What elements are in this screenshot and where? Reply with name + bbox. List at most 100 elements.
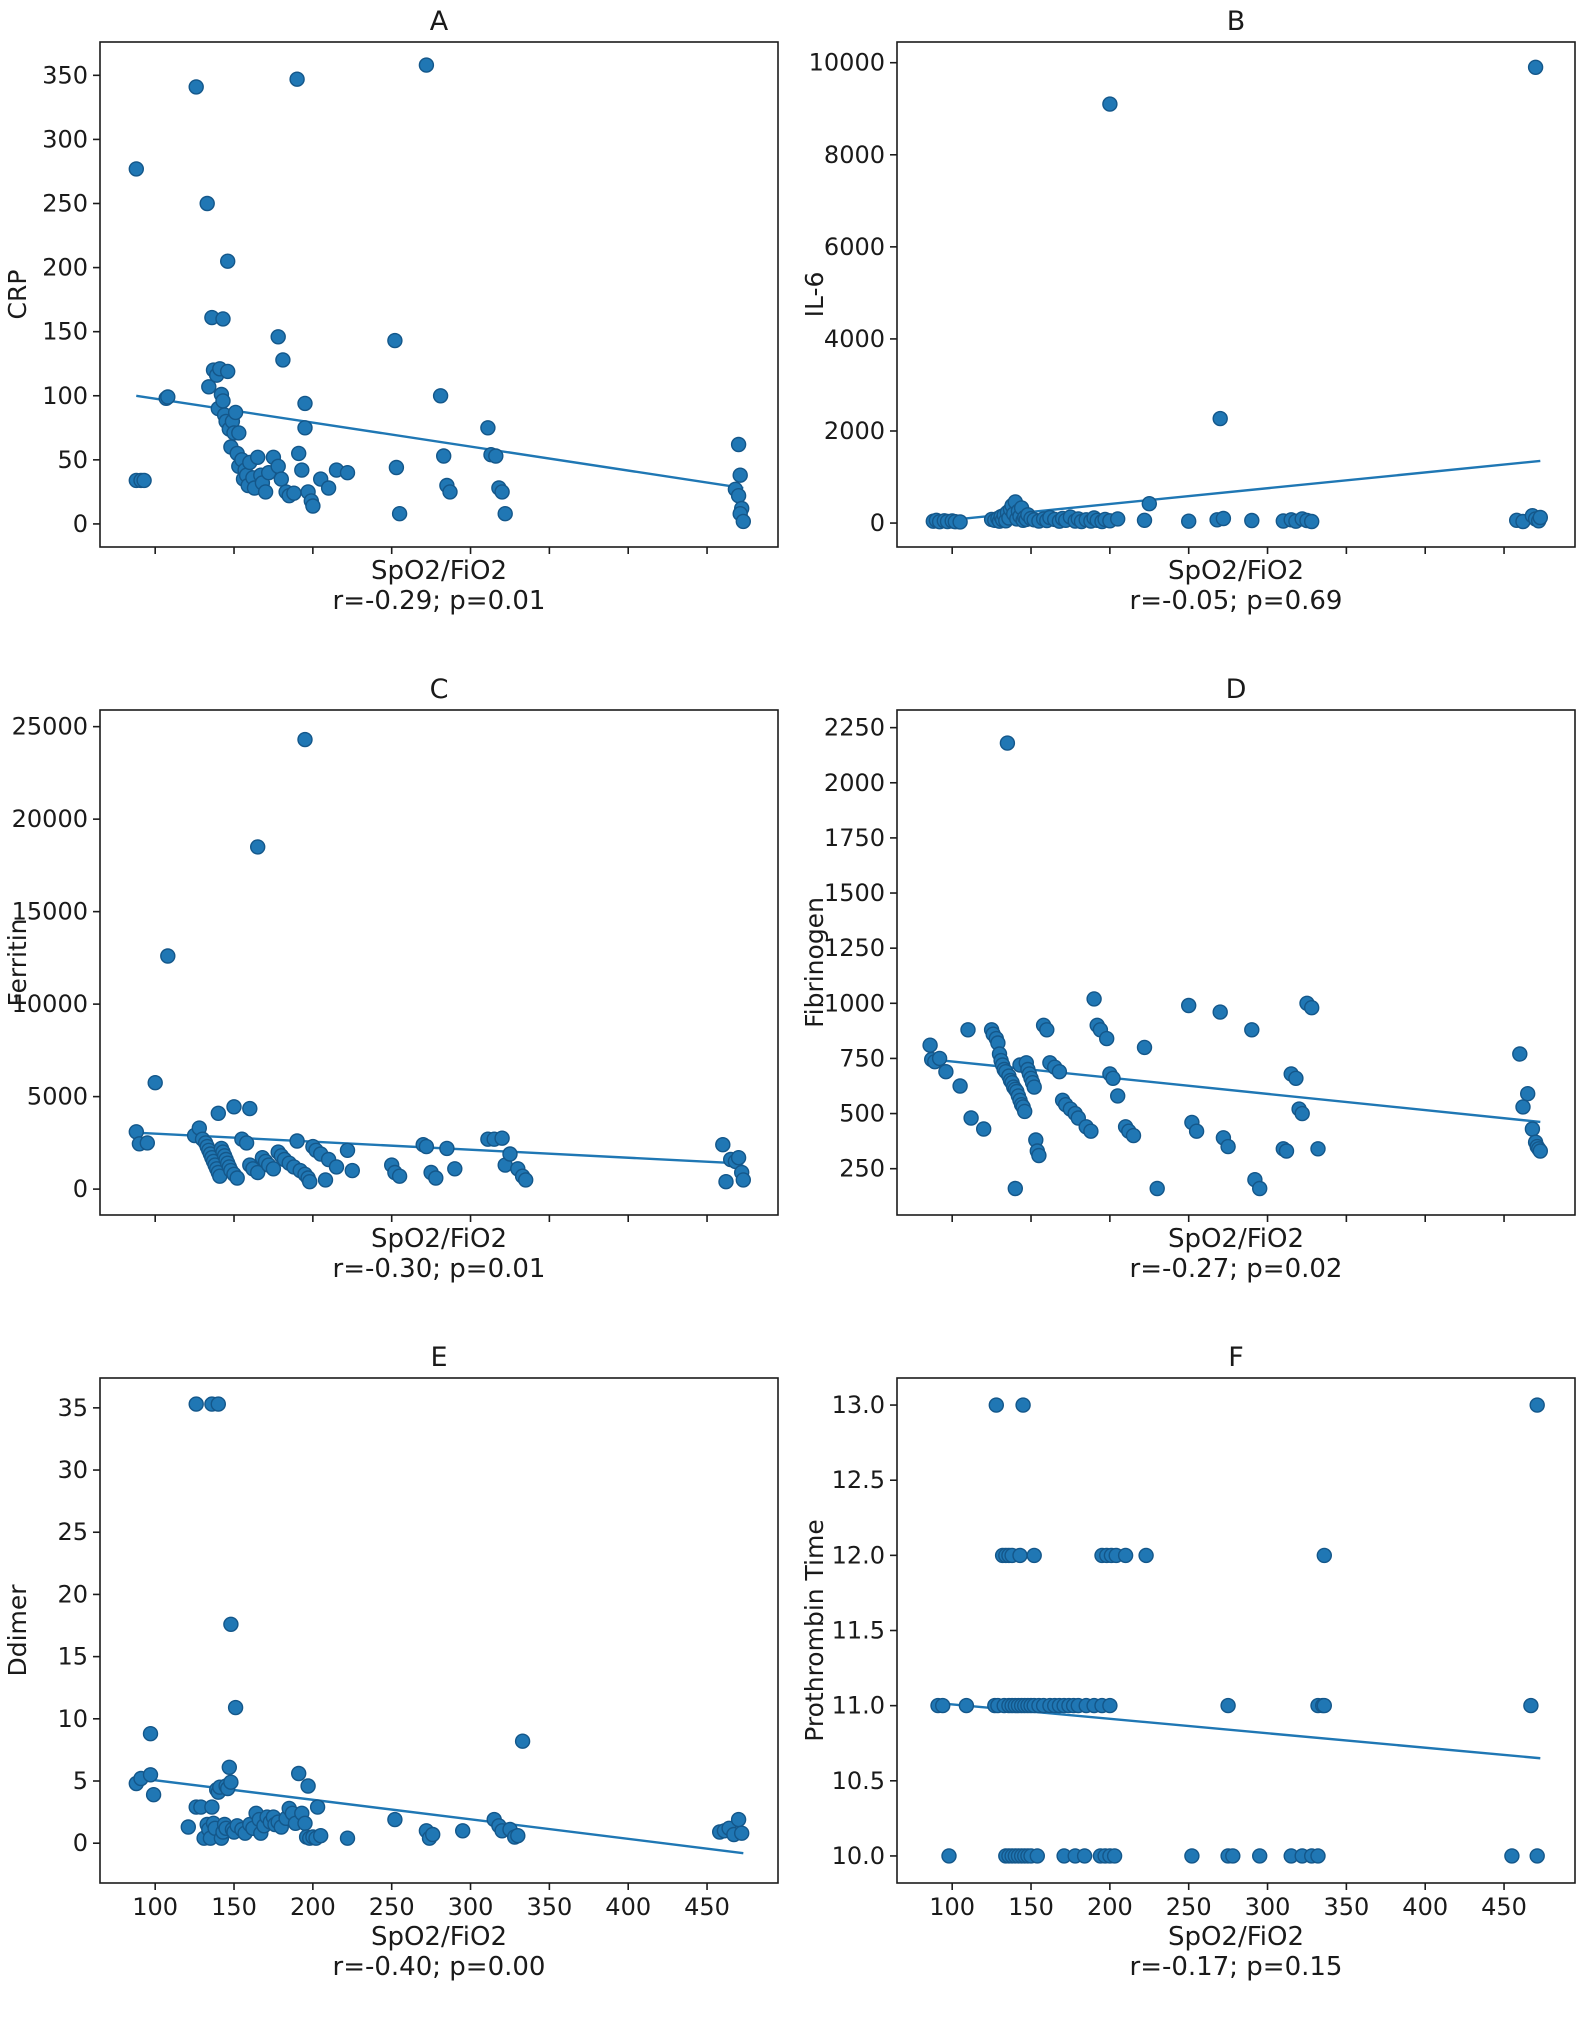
panel-f: F 10.0 10.5 11.0 11.5 12.0 12.5 13.0 100 150 200 25…: [797, 1344, 1594, 2012]
data-point: [1105, 1070, 1121, 1086]
data-point: [518, 1172, 534, 1188]
data-point: [730, 1150, 747, 1166]
y-tick-label: 12.0: [832, 1541, 885, 1569]
data-point: [1117, 1547, 1134, 1564]
data-point: [432, 388, 449, 404]
x-axis-label: SpO2/FiO2: [371, 1224, 507, 1254]
data-point: [238, 1135, 255, 1151]
data-point: [223, 1774, 239, 1790]
data-point: [1110, 1088, 1126, 1104]
data-point: [1212, 410, 1228, 427]
plot-frame: [99, 709, 779, 1216]
y-tick-label: 1750: [824, 824, 885, 852]
x-axis-label: SpO2/FiO2: [371, 556, 507, 586]
y-tick-label: 30: [57, 1456, 88, 1484]
data-point: [1136, 512, 1153, 528]
data-point: [1136, 1039, 1153, 1056]
x-tick-label: 400: [605, 1893, 651, 1921]
data-point: [210, 1105, 227, 1121]
data-point: [735, 513, 751, 530]
y-tick-label: 300: [42, 125, 88, 153]
correlation-stats: r=-0.40; p=0.00: [333, 1952, 546, 1982]
y-tick-label: 0: [870, 509, 885, 537]
y-tick-label: 1250: [824, 934, 885, 962]
data-point: [988, 1397, 1005, 1413]
data-point: [339, 465, 356, 481]
data-point: [387, 1811, 403, 1828]
y-tick-label: 250: [42, 189, 88, 217]
y-tick-label: 0: [73, 510, 88, 538]
data-point: [1016, 1103, 1033, 1120]
data-point: [510, 1828, 526, 1844]
data-point: [1086, 991, 1102, 1007]
data-point: [309, 1799, 326, 1815]
y-tick-label: 8000: [824, 141, 885, 169]
y-tick-label: 5: [73, 1767, 88, 1795]
x-tick-label: 400: [1402, 1893, 1448, 1921]
panel-e: E 0 5 10 15 20 25 30 35 100 150 200 250 300 350 400 450 D…: [0, 1344, 797, 2012]
correlation-stats: r=-0.05; p=0.69: [1130, 586, 1343, 616]
correlation-stats: r=-0.29; p=0.01: [333, 586, 546, 616]
y-tick-label: 10: [57, 1705, 88, 1733]
data-point: [1515, 1099, 1531, 1115]
data-point: [1220, 1697, 1236, 1714]
panel-a: A 0 50 100 150 200 250 300 350 CRP SpO2/FiO2 r=-0.2…: [0, 8, 797, 676]
x-tick-label: 450: [684, 1893, 730, 1921]
data-point: [439, 1140, 455, 1157]
data-point: [188, 1396, 204, 1412]
data-point: [1220, 1138, 1236, 1155]
data-point: [442, 484, 458, 500]
data-point: [291, 445, 307, 462]
data-point: [147, 1075, 163, 1091]
x-tick-label: 200: [1087, 1893, 1133, 1921]
data-point: [160, 389, 176, 405]
data-point: [297, 731, 313, 748]
data-point: [1039, 1022, 1055, 1038]
data-point: [313, 1828, 329, 1844]
data-point: [1007, 1180, 1024, 1197]
plot-frame: [896, 41, 1576, 548]
data-point: [215, 311, 231, 327]
x-tick-label: 250: [1166, 1893, 1212, 1921]
x-tick-label: 300: [1245, 1893, 1291, 1921]
plot-frame: [99, 41, 779, 548]
data-point: [1099, 1030, 1115, 1047]
y-tick-label: 11.5: [832, 1617, 885, 1645]
data-point: [139, 1135, 156, 1151]
data-point: [730, 436, 747, 453]
y-tick-label: 10000: [809, 49, 885, 77]
data-point: [1015, 1397, 1031, 1413]
data-point: [199, 195, 215, 212]
data-point: [231, 425, 247, 441]
y-tick-label: 15000: [12, 898, 88, 926]
y-tick-label: 4000: [824, 325, 885, 353]
data-point: [1125, 1127, 1142, 1144]
data-point: [735, 1172, 751, 1188]
data-point: [339, 1142, 356, 1158]
data-point: [291, 1765, 307, 1782]
data-point: [142, 1767, 159, 1783]
data-point: [1278, 1143, 1295, 1159]
y-tick-label: 250: [839, 1155, 885, 1183]
y-tick-label: 2250: [824, 714, 885, 742]
data-point: [297, 420, 313, 436]
data-point: [488, 448, 504, 464]
data-point: [941, 1848, 957, 1864]
y-tick-label: 15: [57, 1643, 88, 1671]
data-point: [960, 1022, 976, 1038]
data-point: [1529, 1848, 1545, 1864]
data-point: [1141, 496, 1157, 512]
data-point: [320, 480, 337, 496]
data-point: [229, 1170, 245, 1186]
x-axis-label: SpO2/FiO2: [1168, 1224, 1304, 1254]
data-point: [136, 472, 152, 489]
data-point: [250, 839, 266, 855]
correlation-stats: r=-0.17; p=0.15: [1130, 1952, 1343, 1982]
y-axis-label: Ddimer: [3, 1584, 32, 1677]
data-point: [391, 506, 408, 522]
data-point: [1106, 1848, 1123, 1864]
data-point: [1532, 509, 1548, 526]
data-point: [1184, 1848, 1200, 1864]
data-point: [514, 1733, 531, 1749]
